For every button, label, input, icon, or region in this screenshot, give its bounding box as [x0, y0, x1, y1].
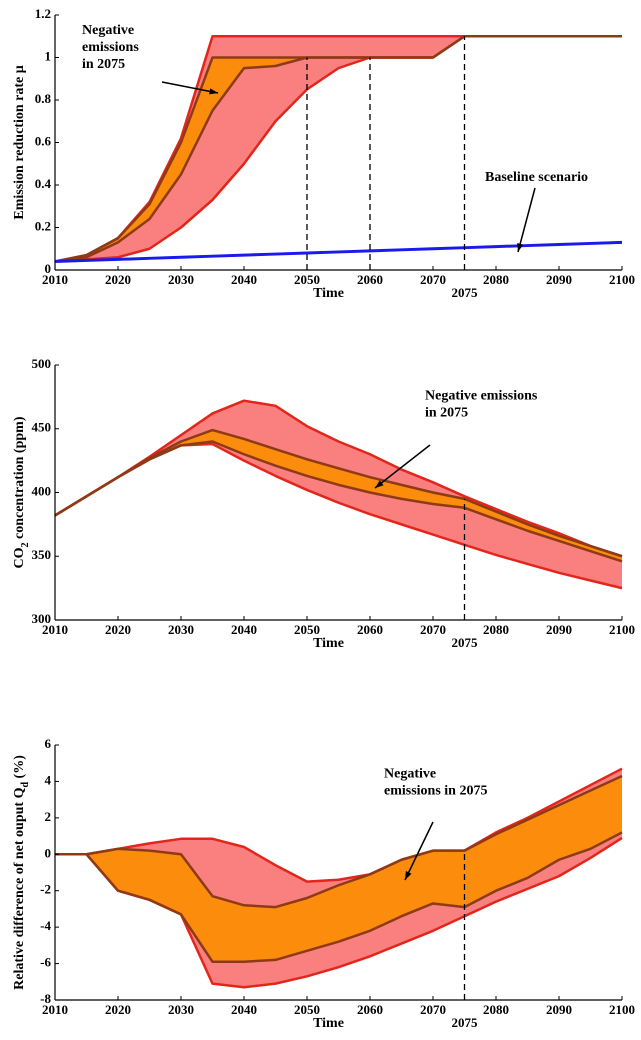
x-tick-label: 2080	[483, 1002, 509, 1017]
annotation: emissions in 2075	[384, 784, 487, 799]
x-tick-label: 2030	[168, 1002, 194, 1017]
y-tick-label: 300	[32, 611, 52, 626]
x-tick-label: 2050	[294, 272, 320, 287]
arrow	[161, 81, 219, 94]
band-edge	[55, 774, 623, 909]
y-tick-label: 350	[32, 547, 52, 562]
y-tick-label: 450	[32, 420, 52, 435]
x-tick-label: 2030	[168, 272, 194, 287]
y-tick-label: -8	[40, 991, 51, 1006]
x-tick-label: 2040	[231, 622, 257, 637]
x-tick-label: 2020	[105, 1002, 131, 1017]
x-tick-label: 2020	[105, 622, 131, 637]
x-tick-label: 2100	[609, 1002, 635, 1017]
y-axis-label: Relative difference of net ouput Qd (%)	[12, 755, 31, 990]
y-tick-label: 0	[45, 845, 52, 860]
x-tick-label: 2030	[168, 622, 194, 637]
y-axis-label-part: 2	[20, 543, 31, 548]
x-tick-label: 2070	[420, 272, 446, 287]
y-tick-label: 0.2	[35, 218, 51, 233]
band-edge	[54, 440, 623, 563]
x-tick-label: 2060	[357, 272, 383, 287]
x-tick-label: 2100	[609, 622, 635, 637]
x-tick-label: 2070	[420, 1002, 446, 1017]
x-tick-label: 2080	[483, 622, 509, 637]
line	[54, 240, 623, 263]
y-axis-label: CO2 concentration (ppm)	[12, 416, 31, 568]
y-axis-label: Emission reduction rate μ	[12, 65, 27, 219]
y-tick-label: -4	[40, 918, 51, 933]
x-tick-label: 2010	[42, 1002, 68, 1017]
x-tick-label: 2040	[231, 272, 257, 287]
x-tick-label: 2070	[420, 622, 446, 637]
y-tick-label: -6	[40, 955, 51, 970]
x-tick-label: 2010	[42, 272, 68, 287]
x-tick-label: 2060	[357, 622, 383, 637]
y-tick-label: -2	[40, 882, 51, 897]
annotation: in 2075	[425, 406, 468, 421]
x-axis-label: Time	[313, 1016, 344, 1031]
y-axis-label-part: concentration (ppm)	[12, 416, 27, 542]
arrow-head	[209, 88, 218, 95]
x-axis-label: Time	[313, 636, 344, 651]
y-tick-label: 6	[45, 736, 52, 751]
band-edge	[55, 831, 623, 963]
y-axis-label-part: CO	[12, 547, 27, 568]
y-tick-label: 0	[45, 261, 52, 276]
y-tick-label: 1.2	[35, 6, 51, 21]
x-tick-label: 2050	[294, 622, 320, 637]
arrow-head	[517, 243, 524, 252]
y-tick-label: 0.4	[35, 176, 52, 191]
band-fill	[55, 775, 622, 962]
marker-label: 2075	[452, 285, 479, 300]
band-edge	[54, 35, 622, 263]
y-tick-label: 1	[45, 48, 52, 63]
y-axis-label-part: (%)	[12, 755, 27, 782]
arrow	[517, 187, 536, 253]
annotation: Negative	[82, 23, 134, 38]
x-tick-label: 2020	[105, 272, 131, 287]
arrow	[374, 444, 431, 489]
band-fill	[55, 36, 622, 262]
y-tick-label: 4	[45, 772, 52, 787]
arrow-head	[375, 480, 384, 488]
annotation: Baseline scenario	[485, 170, 588, 185]
annotation: in 2075	[82, 57, 125, 72]
arrow	[404, 821, 434, 881]
y-tick-label: 0.8	[35, 91, 52, 106]
band-fill	[55, 400, 622, 589]
x-tick-label: 2090	[546, 272, 572, 287]
annotation: emissions	[82, 40, 139, 55]
y-tick-label: 0.6	[35, 133, 52, 148]
y-tick-label: 500	[32, 356, 52, 371]
arrow-head	[405, 871, 412, 880]
x-tick-label: 2060	[357, 1002, 383, 1017]
x-tick-label: 2010	[42, 622, 68, 637]
y-tick-label: 2	[45, 809, 52, 824]
y-tick-label: 400	[32, 483, 52, 498]
x-tick-label: 2080	[483, 272, 509, 287]
x-axis-label: Time	[313, 286, 344, 301]
marker-label: 2075	[452, 1015, 479, 1030]
x-tick-label: 2090	[546, 1002, 572, 1017]
x-tick-label: 2100	[609, 272, 635, 287]
y-axis-label-part: d	[20, 782, 31, 788]
marker-label: 2075	[452, 635, 479, 650]
x-tick-label: 2040	[231, 1002, 257, 1017]
y-axis-label-part: Relative difference of net ouput Q	[12, 787, 27, 989]
x-tick-label: 2050	[294, 1002, 320, 1017]
x-tick-label: 2090	[546, 622, 572, 637]
band-edge	[55, 767, 623, 883]
annotation: Negative	[384, 767, 436, 782]
annotation: Negative emissions	[425, 389, 538, 404]
